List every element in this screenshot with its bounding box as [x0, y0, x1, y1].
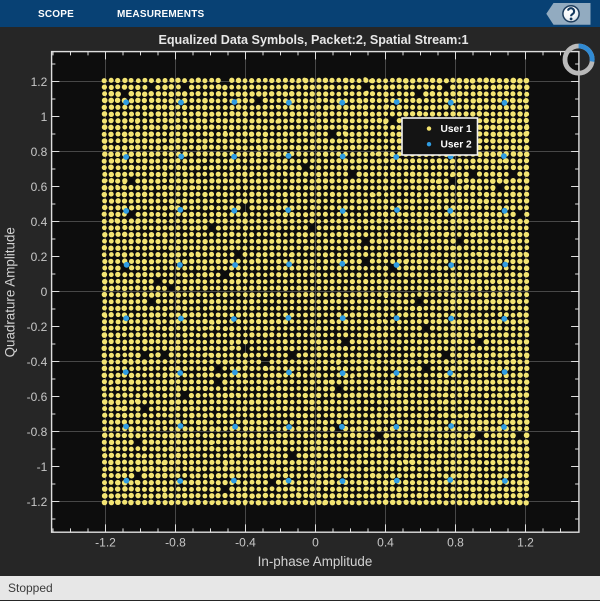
svg-text:-1: -1 — [37, 460, 48, 474]
svg-text:0.2: 0.2 — [31, 250, 48, 264]
svg-text:0.8: 0.8 — [31, 145, 48, 159]
svg-text:-1.2: -1.2 — [95, 535, 116, 549]
svg-text:-0.4: -0.4 — [27, 355, 48, 369]
svg-text:-1.2: -1.2 — [27, 495, 48, 509]
svg-text:0.4: 0.4 — [31, 215, 48, 229]
svg-text:1: 1 — [41, 110, 48, 124]
svg-text:User 2: User 2 — [441, 140, 472, 151]
svg-text:0.8: 0.8 — [447, 535, 464, 549]
svg-text:1.2: 1.2 — [517, 535, 534, 549]
svg-text:-0.6: -0.6 — [27, 390, 48, 404]
svg-text:User 1: User 1 — [441, 124, 472, 135]
svg-text:-0.4: -0.4 — [235, 535, 256, 549]
svg-text:-0.2: -0.2 — [27, 320, 48, 334]
svg-text:0: 0 — [312, 535, 319, 549]
svg-text:In-phase Amplitude: In-phase Amplitude — [258, 554, 373, 569]
svg-text:-0.8: -0.8 — [165, 535, 186, 549]
svg-text:0: 0 — [41, 285, 48, 299]
svg-text:0.6: 0.6 — [31, 180, 48, 194]
svg-text:0.4: 0.4 — [377, 535, 394, 549]
svg-text:1.2: 1.2 — [31, 75, 48, 89]
svg-text:Quadrature Amplitude: Quadrature Amplitude — [3, 227, 18, 357]
svg-text:-0.8: -0.8 — [27, 425, 48, 439]
